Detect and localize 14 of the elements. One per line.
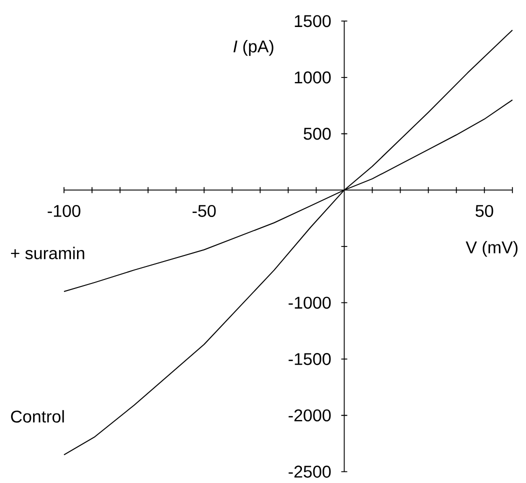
y-tick-label: 1500 [294, 15, 331, 28]
series-label: Control [11, 410, 64, 423]
y-tick-label: 1000 [294, 71, 331, 84]
x-tick-label: -50 [192, 204, 216, 217]
y-tick-label: -2500 [288, 466, 331, 478]
y-tick-label: -2000 [288, 409, 331, 422]
x-axis-title: V (mV) [466, 240, 518, 257]
y-tick-label: -1000 [288, 296, 331, 309]
series-label: + suramin [11, 246, 84, 260]
y-axis-title: I (pA) [234, 40, 274, 56]
y-tick-label: -1500 [288, 353, 331, 366]
y-tick-label: 500 [304, 128, 331, 140]
x-tick-label: -100 [48, 204, 80, 217]
x-tick-label: 50 [476, 204, 494, 217]
